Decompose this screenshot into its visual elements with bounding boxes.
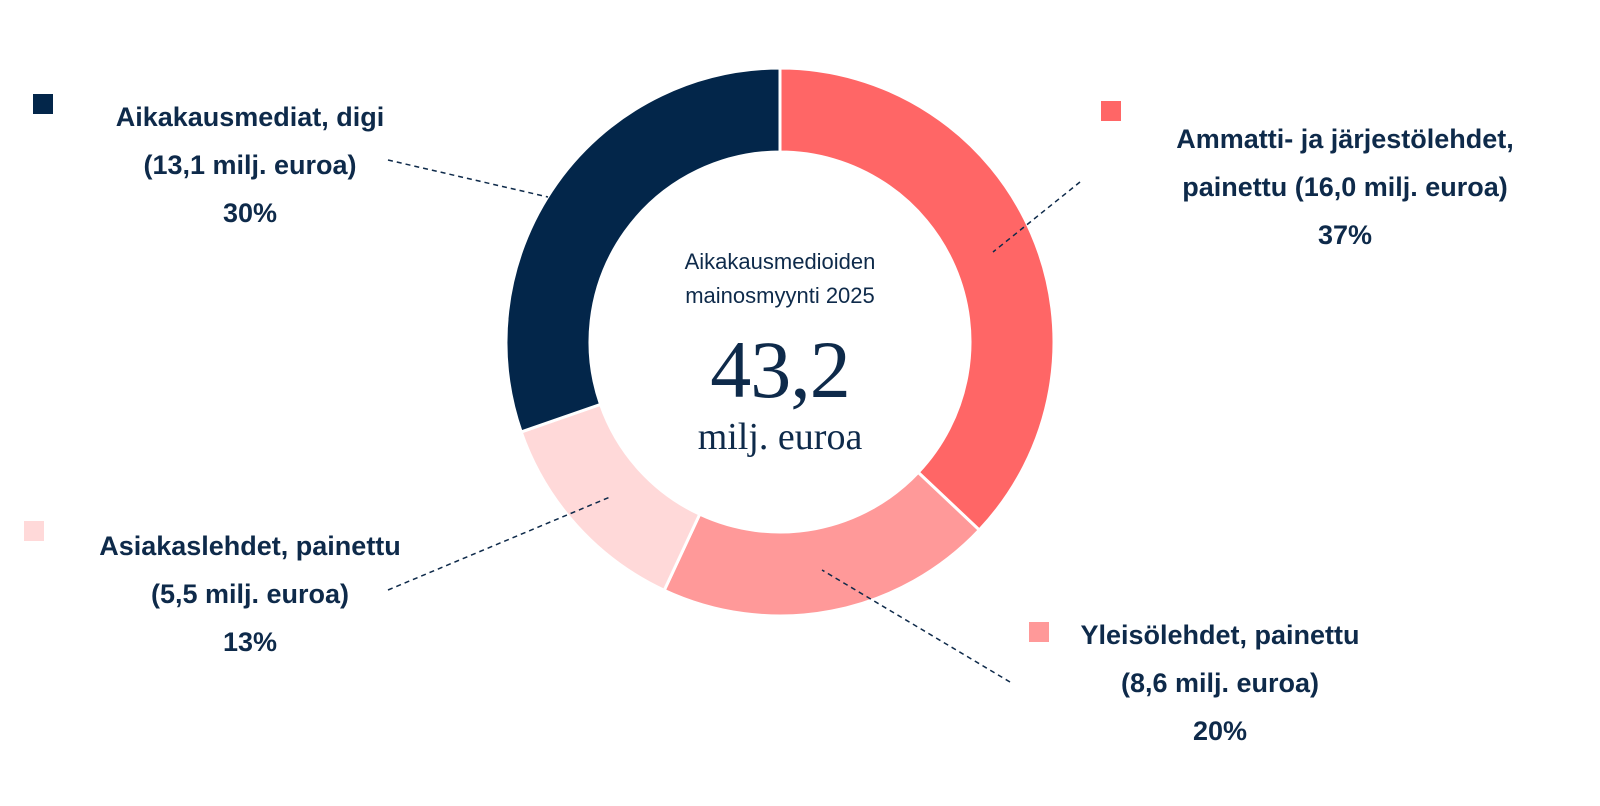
center-title: Aikakausmedioiden mainosmyynti 2025 (605, 245, 955, 313)
slice-label-ammatti: Ammatti- ja järjestölehdet, painettu (16… (1135, 115, 1555, 259)
slice-percent-yleiso: 20% (1192, 716, 1248, 746)
leader-lines (387, 159, 1081, 683)
donut-slice-yleiso (662, 470, 982, 618)
slice-label-ammatti-line-2: painettu (16,0 milj. euroa) (1182, 172, 1508, 202)
slice-label-digi: Aikakausmediat, digi (13,1 milj. euroa) … (80, 93, 420, 237)
slice-percent-digi: 30% (222, 198, 278, 228)
slice-label-ammatti-line-1: Ammatti- ja järjestölehdet, (1176, 124, 1514, 154)
donut-slice-digi (504, 66, 782, 434)
slice-label-asiakas-line-2: (5,5 milj. euroa) (150, 579, 350, 609)
center-total-unit: milj. euroa (697, 416, 863, 458)
slice-label-yleiso-line-1: Yleisölehdet, painettu (1080, 620, 1360, 650)
legend-swatch-asiakas (24, 521, 44, 541)
slice-label-digi-line-2: (13,1 milj. euroa) (143, 150, 357, 180)
center-title-line-1: Aikakausmedioiden (684, 249, 876, 274)
slice-label-yleiso-line-2: (8,6 milj. euroa) (1120, 668, 1320, 698)
legend-swatch-digi (33, 94, 53, 114)
leader-line-asiakas (387, 496, 611, 591)
slice-label-yleiso: Yleisölehdet, painettu (8,6 milj. euroa)… (1050, 611, 1390, 755)
slice-label-digi-line-1: Aikakausmediat, digi (115, 102, 385, 132)
leader-line-ammatti (992, 181, 1081, 253)
donut-slice-ammatti (778, 66, 1056, 533)
legend-swatch-yleiso (1029, 622, 1049, 642)
slice-percent-asiakas: 13% (222, 627, 278, 657)
center-total-value: 43,2 (710, 324, 851, 415)
donut-center: Aikakausmedioiden mainosmyynti 2025 43,2… (605, 245, 955, 459)
slice-percent-ammatti: 37% (1317, 220, 1373, 250)
leader-line-yleiso (821, 569, 1011, 683)
donut-slices (504, 66, 1056, 618)
center-title-line-2: mainosmyynti 2025 (685, 283, 875, 308)
legend-swatch-ammatti (1101, 101, 1121, 121)
slice-label-asiakas-line-1: Asiakaslehdet, painettu (99, 531, 401, 561)
slice-label-asiakas: Asiakaslehdet, painettu (5,5 milj. euroa… (65, 522, 435, 666)
leader-line-digi (387, 159, 549, 198)
